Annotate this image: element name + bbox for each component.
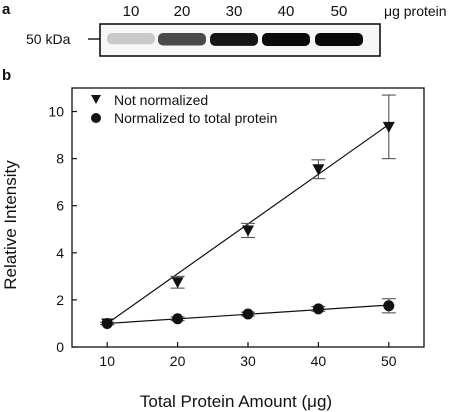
blot-band-20 [158, 33, 206, 46]
blot-band-40 [262, 33, 310, 46]
y-axis-title: Relative Intensity [1, 160, 20, 290]
plot-axes: 10 20 30 40 50 0 2 4 6 8 10 [48, 87, 425, 369]
point-triangle-3 [312, 164, 325, 176]
lane-label-10: 10 [123, 3, 140, 20]
blot-unit-label: μg protein [384, 3, 447, 19]
y-tick-label-10: 10 [48, 104, 64, 120]
legend-label-not-normalized: Not normalized [114, 92, 208, 108]
lane-label-40: 40 [278, 3, 295, 20]
point-circle-2 [242, 308, 254, 320]
blot-bands [107, 33, 363, 46]
point-circle-1 [172, 313, 184, 325]
legend-triangle-marker [91, 95, 101, 104]
legend-label-normalized: Normalized to total protein [114, 110, 277, 126]
blot-band-30 [210, 33, 258, 46]
point-triangle-4 [382, 121, 395, 133]
lane-labels: 10 20 30 40 50 [123, 3, 348, 20]
plot-area [100, 94, 396, 330]
panel-b-letter: b [2, 67, 11, 84]
point-circle-0 [101, 317, 113, 329]
x-axis-title: Total Protein Amount (μg) [140, 392, 332, 411]
legend-circle-marker [91, 113, 101, 123]
y-tick-label-4: 4 [56, 245, 64, 261]
lane-label-50: 50 [331, 3, 348, 20]
plot-frame [71, 87, 425, 348]
y-tick-label-0: 0 [56, 339, 64, 355]
point-triangle-2 [242, 225, 254, 237]
y-tick-label-6: 6 [56, 198, 64, 214]
x-tick-label-10: 10 [99, 353, 115, 369]
blot-band-10 [107, 33, 155, 45]
panel-a-letter: a [2, 1, 11, 18]
x-tick-label-40: 40 [311, 353, 327, 369]
y-tick-label-2: 2 [56, 292, 64, 308]
legend: Not normalized Normalized to total prote… [91, 92, 277, 126]
x-tick-label-30: 30 [240, 353, 256, 369]
point-circle-3 [312, 303, 324, 315]
y-tick-label-8: 8 [56, 151, 64, 167]
blot-band-50 [315, 33, 363, 46]
point-circle-4 [383, 300, 395, 312]
point-triangle-1 [171, 277, 184, 289]
x-tick-label-20: 20 [170, 353, 186, 369]
marker-label: 50 kDa [26, 31, 71, 47]
x-tick-label-50: 50 [381, 353, 397, 369]
lane-label-20: 20 [174, 3, 191, 20]
lane-label-30: 30 [226, 3, 243, 20]
